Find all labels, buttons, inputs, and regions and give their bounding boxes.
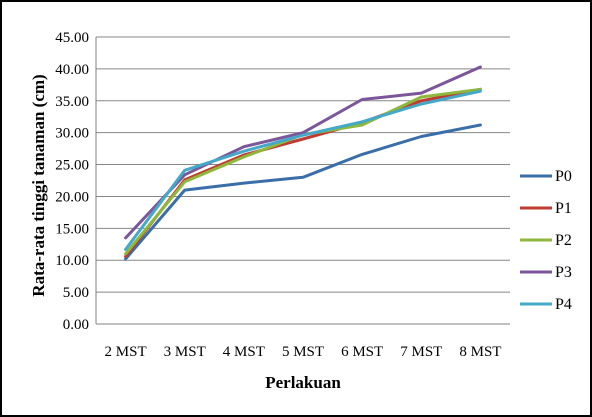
series-line-p0	[124, 123, 482, 261]
legend-item-p2: P2	[520, 232, 572, 249]
x-tick-label: 6 MST	[341, 344, 383, 360]
x-tick-label: 2 MST	[105, 344, 147, 360]
legend-item-p4: P4	[520, 296, 572, 313]
series-line-p3	[124, 65, 482, 240]
legend-label: P1	[555, 200, 572, 217]
series-lines	[124, 65, 482, 261]
y-tick-label: 30.00	[55, 126, 89, 142]
legend-item-p1: P1	[520, 200, 572, 217]
y-tick-label: 45.00	[55, 30, 89, 46]
y-axis-ticks: 0.00 5.00 10.00 15.00 20.00 25.00 30.00 35.00 40…	[55, 30, 89, 333]
y-axis-title: Rata-rata tinggi tanaman (cm)	[29, 74, 48, 296]
x-tick-label: 7 MST	[400, 344, 442, 360]
series-line-p2	[124, 87, 482, 256]
x-tick-label: 5 MST	[282, 344, 324, 360]
legend-label: P3	[555, 264, 572, 281]
y-tick-label: 25.00	[55, 158, 89, 174]
y-tick-label: 0.00	[63, 317, 89, 333]
legend-label: P0	[555, 168, 572, 185]
y-tick-label: 40.00	[55, 62, 89, 78]
x-axis-ticks: 2 MST 3 MST 4 MST 5 MST 6 MST 7 MST 8 MST	[105, 344, 502, 360]
legend-item-p0: P0	[520, 168, 572, 185]
x-tick-label: 4 MST	[223, 344, 265, 360]
y-tick-label: 20.00	[55, 189, 89, 205]
x-tick-label: 8 MST	[459, 344, 501, 360]
x-axis-title: Perlakuan	[265, 373, 341, 392]
legend-label: P2	[555, 232, 572, 249]
x-tick-label: 3 MST	[164, 344, 206, 360]
series-line-p1	[124, 87, 482, 258]
y-tick-label: 10.00	[55, 253, 89, 269]
legend-label: P4	[555, 296, 572, 313]
y-tick-label: 15.00	[55, 221, 89, 237]
y-tick-label: 5.00	[63, 285, 89, 301]
series-line-p4	[124, 89, 482, 251]
legend: P0 P1 P2 P3 P4	[520, 168, 572, 313]
y-tick-label: 35.00	[55, 94, 89, 110]
legend-item-p3: P3	[520, 264, 572, 281]
